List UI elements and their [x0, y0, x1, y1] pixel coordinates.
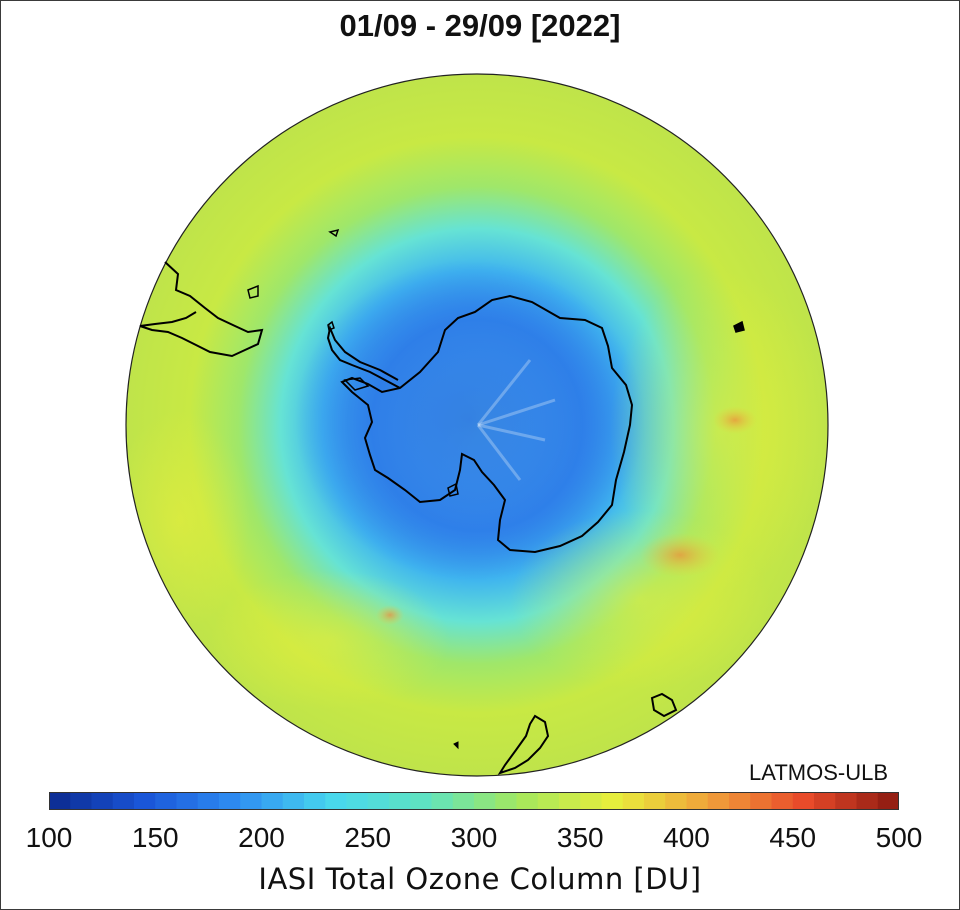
- colorbar-tick-450: 450: [769, 822, 817, 853]
- colorbar-step: [686, 792, 709, 810]
- colorbar-step: [601, 792, 624, 810]
- colorbar-tick-250: 250: [344, 822, 392, 853]
- colorbar-step: [91, 792, 114, 810]
- colorbar-tick-100: 100: [25, 822, 73, 853]
- colorbar-tick-500: 500: [875, 822, 923, 853]
- colorbar-border: [49, 792, 899, 810]
- colorbar-step: [240, 792, 263, 810]
- colorbar-step: [516, 792, 539, 810]
- colorbar-step: [771, 792, 794, 810]
- colorbar-step: [792, 792, 815, 810]
- colorbar-step: [219, 792, 241, 810]
- colorbar-step: [304, 792, 326, 810]
- colorbar-step: [389, 792, 411, 810]
- colorbar-step: [814, 792, 836, 810]
- map-title: 01/09 - 29/09 [2022]: [339, 8, 621, 43]
- tasmania-coastline: [650, 692, 678, 718]
- peninsula-islands: [327, 320, 459, 497]
- small-island: [453, 741, 459, 750]
- credit-label: LATMOS-ULB: [749, 760, 888, 785]
- south-america-coastline: [139, 261, 264, 358]
- colorbar: [49, 792, 899, 810]
- colorbar-tick-labels: 100 150 200 250 300 350 400 450 500: [0, 822, 960, 856]
- colorbar-step: [495, 792, 518, 810]
- colorbar-step: [70, 792, 93, 810]
- ozone-field: [126, 74, 828, 776]
- colorbar-step: [197, 792, 220, 810]
- colorbar-step: [474, 792, 496, 810]
- colorbar-step: [707, 792, 730, 810]
- colorbar-step: [559, 792, 581, 810]
- colorbar-step: [750, 792, 773, 810]
- colorbar-step: [155, 792, 178, 810]
- colorbar-step: [325, 792, 348, 810]
- colorbar-step: [176, 792, 199, 810]
- colorbar-step: [49, 792, 71, 810]
- colorbar-step: [282, 792, 305, 810]
- kerguelen-islands: [733, 320, 745, 333]
- colorbar-step: [729, 792, 751, 810]
- colorbar-step: [835, 792, 858, 810]
- colorbar-step: [452, 792, 475, 810]
- colorbar-tick-350: 350: [556, 822, 604, 853]
- antarctic-peninsula: [326, 324, 401, 389]
- colorbar-step: [644, 792, 666, 810]
- colorbar-tick-400: 400: [663, 822, 710, 853]
- colorbar-step: [410, 792, 433, 810]
- colorbar-tick-300: 300: [450, 822, 498, 853]
- new-zealand-coastline: [497, 714, 550, 775]
- south-georgia-island: [328, 228, 340, 238]
- colorbar-step: [112, 792, 135, 810]
- antarctica-coastline: [340, 294, 634, 554]
- colorbar-step: [537, 792, 560, 810]
- colorbar-tick-150: 150: [131, 822, 179, 853]
- colorbar-label: IASI Total Ozone Column [DU]: [258, 862, 702, 896]
- colorbar-tick-200: 200: [238, 822, 285, 853]
- colorbar-step: [665, 792, 688, 810]
- colorbar-step: [367, 792, 390, 810]
- colorbar-step: [877, 792, 899, 810]
- falkland-islands: [247, 284, 259, 299]
- colorbar-step: [431, 792, 454, 810]
- colorbar-step: [261, 792, 284, 810]
- map-boundary: [125, 73, 829, 777]
- colorbar-step: [622, 792, 645, 810]
- colorbar-step: [856, 792, 879, 810]
- colorbar-step: [134, 792, 156, 810]
- colorbar-step: [580, 792, 603, 810]
- colorbar-step: [346, 792, 369, 810]
